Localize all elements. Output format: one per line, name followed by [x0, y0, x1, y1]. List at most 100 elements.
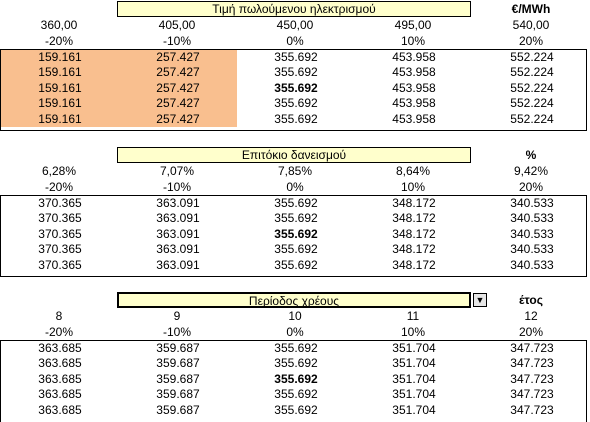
- table-cell[interactable]: 159.161: [1, 111, 119, 127]
- table-cell[interactable]: 552.224: [510, 111, 554, 126]
- header-value[interactable]: 450,00: [276, 18, 314, 32]
- table-cell[interactable]: 355.692: [274, 257, 318, 272]
- table-cell[interactable]: 159.161: [1, 50, 119, 66]
- table-cell[interactable]: 363.091: [156, 242, 200, 257]
- table-cell-base[interactable]: 355.692: [274, 226, 318, 241]
- header-value[interactable]: 540,00: [512, 18, 550, 32]
- table-cell[interactable]: 340.533: [510, 257, 554, 272]
- table-cell[interactable]: 370.365: [38, 196, 82, 210]
- table-cell[interactable]: 453.958: [392, 111, 436, 126]
- header-value[interactable]: 8: [55, 309, 63, 323]
- table-cell-base[interactable]: 355.692: [274, 371, 318, 386]
- table-cell[interactable]: 348.172: [392, 242, 436, 257]
- table-cell[interactable]: 370.365: [38, 242, 82, 257]
- table-cell[interactable]: 159.161: [1, 80, 119, 97]
- table-cell[interactable]: 363.685: [38, 356, 82, 371]
- table-cell[interactable]: 363.685: [38, 387, 82, 402]
- table-cell[interactable]: 359.687: [156, 356, 200, 371]
- pct-value[interactable]: -10%: [162, 180, 191, 194]
- header-value[interactable]: 7,07%: [159, 164, 195, 178]
- pct-value[interactable]: 10%: [400, 34, 426, 48]
- table-cell[interactable]: 347.723: [510, 371, 554, 386]
- pct-value[interactable]: 20%: [518, 180, 544, 194]
- header-value[interactable]: 9,42%: [513, 164, 549, 178]
- pct-value[interactable]: -20%: [44, 34, 73, 48]
- table-cell[interactable]: 355.692: [274, 356, 318, 371]
- table-cell[interactable]: 359.687: [156, 387, 200, 402]
- pct-value[interactable]: -20%: [44, 180, 73, 194]
- table-cell[interactable]: 351.704: [392, 402, 436, 417]
- header-value[interactable]: 8,64%: [395, 164, 431, 178]
- table-cell[interactable]: 355.692: [274, 96, 318, 111]
- table-cell[interactable]: 453.958: [392, 65, 436, 80]
- table-title-dropdown[interactable]: Περίοδος χρέους: [117, 292, 471, 308]
- header-value[interactable]: 9: [173, 309, 181, 323]
- table-cell[interactable]: 347.723: [510, 356, 554, 371]
- pct-value[interactable]: -10%: [162, 34, 191, 48]
- header-value[interactable]: 10: [288, 309, 302, 323]
- header-value[interactable]: 6,28%: [41, 164, 77, 178]
- header-value[interactable]: 495,00: [394, 18, 432, 32]
- header-value[interactable]: 11: [406, 309, 420, 323]
- table-cell[interactable]: 552.224: [510, 80, 554, 95]
- table-cell[interactable]: 363.091: [156, 257, 200, 272]
- table-cell[interactable]: 257.427: [119, 96, 237, 112]
- table-cell[interactable]: 347.723: [510, 402, 554, 417]
- table-cell[interactable]: 453.958: [392, 96, 436, 111]
- header-value[interactable]: 360,00: [40, 18, 78, 32]
- table-cell[interactable]: 355.692: [274, 341, 318, 355]
- pct-value[interactable]: 0%: [286, 34, 304, 48]
- pct-value[interactable]: 0%: [286, 325, 304, 339]
- table-cell[interactable]: 347.723: [510, 341, 554, 355]
- table-cell[interactable]: 257.427: [119, 111, 237, 127]
- table-cell[interactable]: 355.692: [274, 211, 318, 226]
- table-cell[interactable]: 348.172: [392, 257, 436, 272]
- table-cell[interactable]: 363.091: [156, 211, 200, 226]
- pct-value[interactable]: -20%: [44, 325, 73, 339]
- table-cell[interactable]: 453.958: [392, 80, 436, 95]
- header-value[interactable]: 405,00: [158, 18, 196, 32]
- table-cell[interactable]: 159.161: [1, 96, 119, 112]
- table-cell[interactable]: 159.161: [1, 65, 119, 81]
- table-cell[interactable]: 359.687: [156, 341, 200, 355]
- table-cell[interactable]: 355.692: [274, 387, 318, 402]
- table-cell[interactable]: 257.427: [119, 80, 237, 97]
- table-cell[interactable]: 370.365: [38, 226, 82, 241]
- table-cell[interactable]: 552.224: [510, 96, 554, 111]
- table-cell[interactable]: 363.685: [38, 341, 82, 355]
- pct-value[interactable]: 10%: [400, 180, 426, 194]
- table-cell[interactable]: 340.533: [510, 196, 554, 210]
- table-cell[interactable]: 355.692: [274, 111, 318, 126]
- table-cell[interactable]: 351.704: [392, 341, 436, 355]
- table-cell[interactable]: 370.365: [38, 257, 82, 272]
- table-cell[interactable]: 348.172: [392, 226, 436, 241]
- table-cell[interactable]: 340.533: [510, 226, 554, 241]
- table-cell[interactable]: 257.427: [119, 65, 237, 81]
- table-cell[interactable]: 552.224: [510, 50, 554, 64]
- table-cell[interactable]: 359.687: [156, 371, 200, 386]
- pct-value[interactable]: 10%: [400, 325, 426, 339]
- table-cell[interactable]: 351.704: [392, 371, 436, 386]
- table-cell[interactable]: 552.224: [510, 65, 554, 80]
- table-cell[interactable]: 363.685: [38, 371, 82, 386]
- table-cell[interactable]: 340.533: [510, 242, 554, 257]
- table-cell[interactable]: 453.958: [392, 50, 436, 64]
- table-cell[interactable]: 340.533: [510, 211, 554, 226]
- table-cell[interactable]: 351.704: [392, 356, 436, 371]
- table-cell[interactable]: 355.692: [274, 402, 318, 417]
- chevron-down-icon[interactable]: ▼: [473, 293, 487, 307]
- table-cell[interactable]: 347.723: [510, 387, 554, 402]
- header-value[interactable]: 7,85%: [277, 164, 313, 178]
- table-cell[interactable]: 355.692: [274, 196, 318, 210]
- pct-value[interactable]: 20%: [518, 325, 544, 339]
- pct-value[interactable]: 20%: [518, 34, 544, 48]
- table-cell-base[interactable]: 355.692: [274, 80, 318, 95]
- table-cell[interactable]: 363.091: [156, 196, 200, 210]
- table-cell[interactable]: 355.692: [274, 50, 318, 64]
- table-cell[interactable]: 348.172: [392, 196, 436, 210]
- header-value[interactable]: 12: [524, 309, 538, 323]
- table-cell[interactable]: 363.685: [38, 402, 82, 417]
- table-cell[interactable]: 355.692: [274, 242, 318, 257]
- table-cell[interactable]: 257.427: [119, 50, 237, 66]
- table-cell[interactable]: 370.365: [38, 211, 82, 226]
